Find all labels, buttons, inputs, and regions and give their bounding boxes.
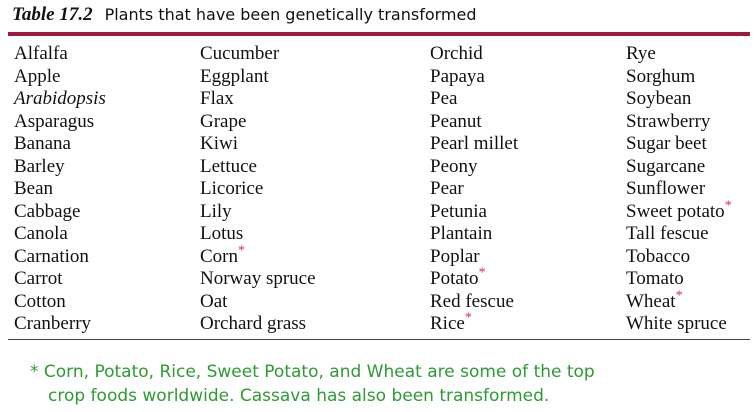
table-cell: Arabidopsis xyxy=(14,88,106,110)
table-cell: Papaya xyxy=(430,65,485,87)
table-cell: Rye xyxy=(626,43,656,64)
table-cell: Banana xyxy=(14,133,71,154)
table-cell: Barley xyxy=(14,155,65,177)
footnote-marker: * xyxy=(675,288,683,304)
table-cell: Kiwi xyxy=(200,133,238,154)
table-label: Table 17.2 xyxy=(12,4,93,25)
table-cell: Peony xyxy=(430,155,478,177)
table-cell: Tobacco xyxy=(626,245,691,267)
cell-text: Arabidopsis xyxy=(14,88,106,109)
table-cell: Canola xyxy=(14,223,68,244)
table-cell: Pea xyxy=(430,88,458,109)
table-cell: Cotton xyxy=(14,290,66,312)
table-cell: Sweet potato* xyxy=(626,198,732,223)
top-rule xyxy=(8,32,750,36)
table-cell: Lotus xyxy=(200,223,244,244)
table-cell: Pear xyxy=(430,178,464,199)
table-cell: Lettuce xyxy=(200,155,257,177)
cell-text: Wheat xyxy=(626,290,676,312)
footnote-marker: * xyxy=(724,198,732,214)
bottom-rule xyxy=(8,339,750,340)
table-cell: Asparagus xyxy=(14,110,95,132)
table-cell: Carnation xyxy=(14,245,89,267)
table-cell: Wheat* xyxy=(626,288,683,313)
table-cell: Petunia xyxy=(430,200,487,222)
table-cell: Peanut xyxy=(430,110,482,132)
table-cell: Tomato xyxy=(626,268,684,289)
table-cell: Soybean xyxy=(626,88,692,109)
table-cell: Cucumber xyxy=(200,43,280,64)
table-cell: Bean xyxy=(14,178,54,199)
table-cell: Flax xyxy=(200,88,234,109)
table-cell: Sugar beet xyxy=(626,133,707,154)
table-cell: Apple xyxy=(14,65,61,87)
table-cell: Eggplant xyxy=(200,65,269,87)
table-cell: Cabbage xyxy=(14,200,81,222)
cell-text: Potato xyxy=(430,268,479,289)
footnote-marker: * xyxy=(478,265,486,281)
table-caption: Plants that have been genetically transf… xyxy=(104,5,477,24)
table-cell: Orchard grass xyxy=(200,313,307,334)
table-title: Table 17.2 Plants that have been genetica… xyxy=(12,4,477,26)
table-cell: Plantain xyxy=(430,223,493,244)
table-cell: Cranberry xyxy=(14,313,92,334)
table-cell: Potato* xyxy=(430,265,486,290)
table-cell: Pearl millet xyxy=(430,133,519,154)
table-cell: Tall fescue xyxy=(626,223,709,244)
footnote-marker: * xyxy=(238,243,245,259)
table-cell: Alfalfa xyxy=(14,43,68,64)
table-cell: Carrot xyxy=(14,268,63,289)
table-cell: Orchid xyxy=(430,43,483,64)
cell-text: Rice xyxy=(430,313,465,334)
table-cell: Lily xyxy=(200,200,232,222)
table-cell: White spruce xyxy=(626,313,727,334)
table-cell: Sunflower xyxy=(626,178,706,199)
table-cell: Red fescue xyxy=(430,290,514,312)
cell-text: Sweet potato xyxy=(626,200,725,222)
table-cell: Oat xyxy=(200,290,228,312)
table-cell: Grape xyxy=(200,110,247,132)
footnote-marker: * xyxy=(464,310,472,326)
table-cell: Norway spruce xyxy=(200,268,316,289)
table-cell: Sugarcane xyxy=(626,155,706,177)
table-cell: Corn* xyxy=(200,243,245,268)
footnote-line: * Corn, Potato, Rice, Sweet Potato, and … xyxy=(30,362,595,382)
table-cell: Sorghum xyxy=(626,65,696,87)
table-cell: Licorice xyxy=(200,178,264,199)
table-cell: Rice* xyxy=(430,310,472,335)
table-cell: Strawberry xyxy=(626,110,711,132)
table-cell: Poplar xyxy=(430,245,480,267)
cell-text: Corn xyxy=(200,245,238,267)
footnote-line: crop foods worldwide. Cassava has also b… xyxy=(48,386,550,406)
